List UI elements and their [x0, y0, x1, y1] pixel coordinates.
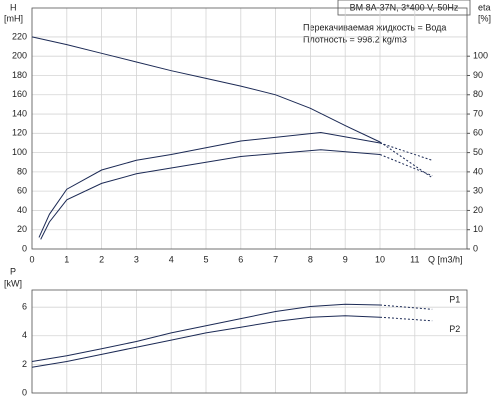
y-tick-label: 80	[17, 166, 27, 176]
y2-tick-label: 50	[473, 147, 483, 157]
y-tick-label: 160	[12, 89, 27, 99]
y-tick-label: 0	[22, 387, 27, 397]
x-tick-label: 11	[410, 254, 419, 264]
curve	[379, 304, 433, 310]
x-tick-label: 7	[273, 254, 278, 264]
x-axis-label: Q [m3/h]	[428, 254, 463, 264]
y-tick-label: 0	[22, 243, 27, 253]
title-box	[337, 0, 471, 16]
y-axis-label: H	[10, 2, 17, 12]
y-tick-label: 20	[17, 224, 27, 234]
x-tick-label: 6	[238, 254, 243, 264]
y2-tick-label: 100	[473, 51, 488, 61]
annotation: Плотность = 998.2 kg/m3	[303, 34, 407, 44]
y2-tick-label: 90	[473, 70, 483, 80]
y-tick-label: 2	[22, 359, 27, 369]
plot-frame	[31, 289, 468, 394]
x-tick-label: 2	[99, 254, 104, 264]
curve	[40, 149, 381, 240]
y2-tick-label: 70	[473, 108, 483, 118]
curve	[379, 154, 433, 177]
legend-label: P2	[449, 324, 460, 334]
annotation: Перекачиваемая жидкость = Вода	[303, 22, 446, 32]
chart-title: BM 8A-37N, 3*400 V, 50Hz	[350, 2, 459, 12]
x-tick-label: 8	[308, 254, 313, 264]
curve	[31, 303, 381, 362]
x-tick-label: 1	[64, 254, 69, 264]
curve	[379, 141, 433, 179]
plot-frame	[31, 7, 468, 250]
y2-axis-label: eta	[478, 2, 491, 12]
curve	[379, 316, 433, 322]
y-tick-label: 120	[12, 128, 27, 138]
x-tick-label: 4	[169, 254, 174, 264]
x-tick-label: 10	[375, 254, 385, 264]
legend-label: P1	[449, 295, 460, 305]
y2-tick-label: 30	[473, 186, 483, 196]
x-tick-label: 3	[134, 254, 139, 264]
y2-tick-label: 0	[473, 243, 478, 253]
curve	[31, 36, 381, 143]
y-tick-label: 220	[12, 31, 27, 41]
y2-tick-label: 60	[473, 128, 483, 138]
y-axis-label: [mH]	[4, 13, 23, 23]
y-tick-label: 40	[17, 205, 27, 215]
y2-tick-label: 10	[473, 224, 483, 234]
y-axis-label: [kW]	[4, 278, 22, 288]
x-tick-label: 5	[203, 254, 208, 264]
y-tick-label: 100	[12, 147, 27, 157]
y2-tick-label: 40	[473, 166, 483, 176]
y2-tick-label: 80	[473, 89, 483, 99]
curve	[379, 142, 433, 161]
y2-tick-label: 20	[473, 205, 483, 215]
curve	[31, 315, 381, 368]
y-tick-label: 4	[22, 330, 27, 340]
y-tick-label: 60	[17, 186, 27, 196]
y2-axis-label: [%]	[478, 13, 491, 23]
y-tick-label: 6	[22, 302, 27, 312]
y-tick-label: 140	[12, 108, 27, 118]
x-tick-label: 0	[29, 254, 34, 264]
y-tick-label: 200	[12, 51, 27, 61]
curve	[38, 131, 381, 238]
y-tick-label: 180	[12, 70, 27, 80]
x-tick-label: 9	[343, 254, 348, 264]
y-axis-label: P	[10, 266, 16, 276]
